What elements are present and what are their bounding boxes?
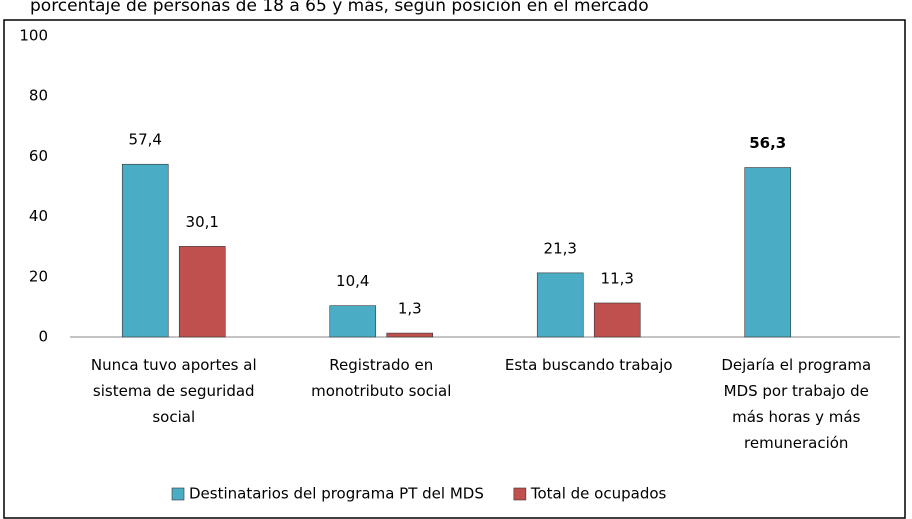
bar: [329, 305, 377, 338]
bar: [536, 272, 584, 338]
x-tick-label: Nunca tuvo aportes al sistema de segurida…: [91, 356, 257, 426]
value-label: 21,3: [544, 239, 577, 257]
legend-swatch: [513, 487, 527, 501]
bar: [744, 167, 792, 338]
legend-swatch: [171, 487, 185, 501]
x-tick-label-line: Registrado en: [329, 356, 433, 374]
y-tick-label: 0: [38, 328, 48, 346]
bar: [593, 302, 641, 338]
x-tick-label-line: Esta buscando trabajo: [505, 356, 673, 374]
value-label: 57,4: [129, 131, 162, 149]
x-tick-label: Dejaría el programa MDS por trabajo de más…: [721, 356, 871, 452]
x-tick-label-line: social: [152, 408, 195, 426]
x-tick-label: Esta buscando trabajo: [505, 356, 673, 374]
y-tick-label: 40: [29, 207, 48, 225]
x-tick-label-line: Nunca tuvo aportes al: [91, 356, 257, 374]
chart-title: porcentaje de personas de 18 a 65 y más,…: [30, 0, 649, 16]
value-label: 1,3: [398, 300, 422, 318]
bar: [178, 246, 226, 338]
x-tick-label: Registrado en monotributo social: [311, 356, 451, 400]
bar: [386, 332, 434, 338]
x-tick-label-line: MDS por trabajo de: [724, 382, 869, 400]
bar: [121, 163, 169, 338]
y-tick-label: 60: [29, 147, 48, 165]
legend-label: Destinatarios del programa PT del MDS: [189, 485, 484, 503]
value-label: 56,3: [749, 134, 786, 152]
legend-label: Total de ocupados: [530, 485, 667, 503]
value-label: 30,1: [186, 213, 219, 231]
y-tick-label: 20: [29, 267, 48, 285]
x-tick-label-line: monotributo social: [311, 382, 451, 400]
y-tick-label: 80: [29, 87, 48, 105]
x-tick-label-line: sistema de seguridad: [93, 382, 255, 400]
value-label: 11,3: [601, 269, 634, 287]
x-tick-label-line: remuneración: [744, 434, 848, 452]
y-tick-label: 100: [19, 27, 48, 45]
value-label: 10,4: [336, 272, 369, 290]
x-tick-label-line: más horas y más: [732, 408, 860, 426]
x-tick-label-line: Dejaría el programa: [721, 356, 871, 374]
